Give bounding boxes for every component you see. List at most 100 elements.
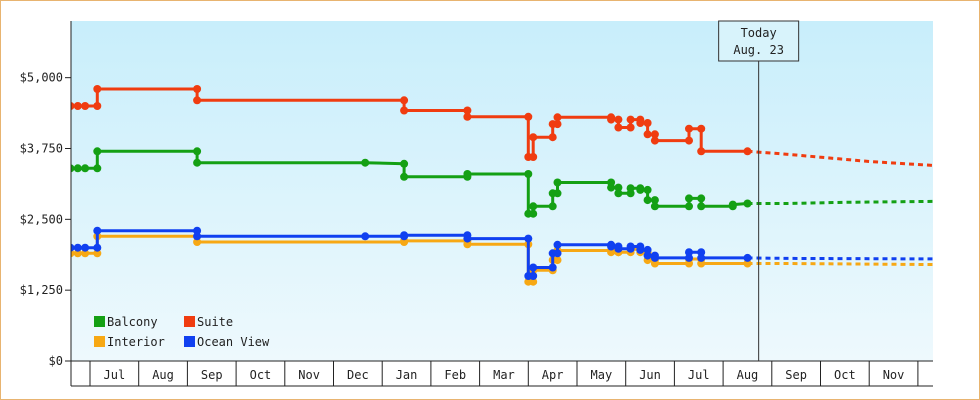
data-point-balcony <box>400 159 409 168</box>
x-tick-label: Jan <box>396 368 418 382</box>
data-point-suite <box>643 130 652 139</box>
data-point-suite <box>93 102 102 110</box>
today-date: Aug. 23 <box>733 43 784 57</box>
legend-swatch-suite <box>184 316 195 327</box>
x-tick-label: Apr <box>542 368 564 382</box>
data-point-balcony <box>361 158 370 167</box>
data-point-balcony <box>626 184 635 193</box>
data-point-suite <box>400 106 409 115</box>
data-point-suite <box>553 113 562 122</box>
data-point-balcony <box>529 202 538 211</box>
data-point-suite <box>463 106 472 115</box>
x-tick-label: Nov <box>883 368 905 382</box>
y-tick-label: $2,500 <box>20 212 63 226</box>
data-point-suite <box>697 124 706 133</box>
data-point-balcony <box>743 199 752 208</box>
data-point-balcony <box>728 200 737 209</box>
data-point-ocean-view <box>697 253 706 262</box>
y-tick-label: $1,250 <box>20 283 63 297</box>
x-axis: Jul Aug Sep Oct Nov Dec Jan Feb Mar Apr May Jun Jul A… <box>71 360 933 387</box>
data-point-balcony <box>524 170 533 178</box>
data-point-suite <box>524 112 533 121</box>
x-tick-label: Aug <box>737 368 759 382</box>
data-point-balcony <box>73 164 82 173</box>
data-point-suite <box>400 96 409 105</box>
data-point-ocean-view <box>73 243 82 252</box>
data-point-suite <box>463 112 472 121</box>
data-point-balcony <box>697 194 706 203</box>
x-tick-label: Dec <box>347 368 369 382</box>
data-point-interior <box>73 249 82 258</box>
data-point-suite <box>643 119 652 127</box>
data-point-ocean-view <box>697 248 706 257</box>
data-point-ocean-view <box>529 272 538 280</box>
data-point-interior <box>607 248 616 257</box>
data-point-balcony <box>553 178 562 187</box>
data-point-balcony <box>463 170 472 178</box>
data-point-balcony <box>614 189 623 198</box>
y-tick-label: $5,000 <box>20 71 63 85</box>
plot-area-background <box>71 21 933 361</box>
data-point-suite <box>607 115 616 124</box>
series-suite <box>71 85 933 167</box>
data-point-suite <box>650 136 659 145</box>
x-tick-label: Sep <box>785 368 807 382</box>
x-tick-label: Oct <box>834 368 856 382</box>
x-tick-label: Mar <box>493 368 515 382</box>
legend-label-interior: Interior <box>107 335 165 349</box>
data-point-balcony <box>614 183 623 192</box>
data-point-interior <box>463 240 472 249</box>
data-point-ocean-view <box>743 253 752 262</box>
data-point-ocean-view <box>607 242 616 251</box>
data-point-suite <box>685 124 693 133</box>
series-forecast-interior <box>747 262 933 267</box>
data-point-balcony <box>685 202 693 211</box>
data-point-suite <box>93 85 102 93</box>
data-point-ocean-view <box>614 244 623 253</box>
series-forecast-balcony <box>747 199 933 205</box>
data-point-suite <box>743 147 752 156</box>
data-point-balcony <box>650 196 659 205</box>
legend-swatch-interior <box>94 336 105 347</box>
legend-swatch-balcony <box>94 316 105 327</box>
data-point-suite <box>548 133 557 142</box>
data-point-interior <box>743 259 752 268</box>
data-point-ocean-view <box>685 248 693 257</box>
data-point-ocean-view <box>553 240 562 249</box>
x-tick-label: Feb <box>444 368 466 382</box>
data-point-interior <box>81 249 90 258</box>
y-tick-label: $3,750 <box>20 142 63 156</box>
data-point-suite <box>71 102 75 110</box>
data-point-balcony <box>93 147 102 156</box>
data-point-suite <box>614 123 623 132</box>
data-point-ocean-view <box>71 243 75 252</box>
data-point-ocean-view <box>93 226 102 235</box>
data-point-ocean-view <box>548 263 557 272</box>
data-point-ocean-view <box>81 243 90 252</box>
data-point-balcony <box>607 183 616 192</box>
data-point-interior <box>93 249 102 258</box>
data-point-balcony <box>93 164 102 173</box>
data-point-interior <box>529 277 538 286</box>
series-balcony <box>71 147 933 218</box>
series-layer <box>71 85 933 286</box>
data-point-ocean-view <box>650 253 659 262</box>
data-point-suite <box>650 130 659 139</box>
data-point-ocean-view <box>463 234 472 243</box>
data-point-ocean-view <box>93 243 102 252</box>
today-box <box>718 20 800 62</box>
data-point-ocean-view <box>553 249 562 258</box>
data-point-balcony <box>71 164 75 173</box>
data-point-suite <box>626 123 635 132</box>
data-point-interior <box>650 259 659 268</box>
data-point-ocean-view <box>685 253 693 262</box>
data-point-balcony <box>636 185 645 194</box>
data-point-interior <box>697 259 706 268</box>
data-point-balcony <box>400 172 409 181</box>
data-point-suite <box>614 115 623 124</box>
data-point-balcony <box>193 158 202 167</box>
legend-label-suite: Suite <box>197 315 233 329</box>
y-axis-ticks: $0 $1,250 $2,500 $3,750 $5,000 <box>20 71 71 368</box>
data-point-suite <box>685 136 693 145</box>
